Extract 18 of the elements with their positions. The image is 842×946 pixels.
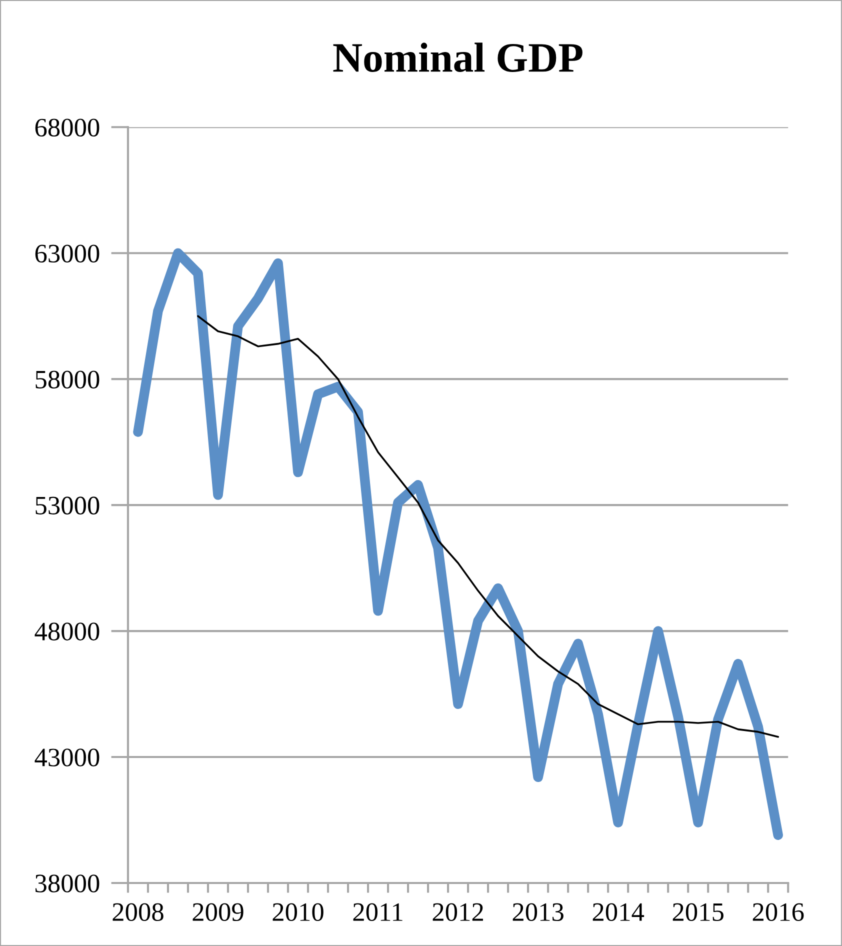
- chart-title: Nominal GDP: [333, 42, 582, 72]
- x-tick-label: 2011: [353, 903, 402, 922]
- x-tick-label: 2012: [432, 903, 483, 922]
- y-tick-label: 58000: [36, 370, 100, 389]
- x-tick-label: 2010: [272, 903, 324, 922]
- line-series: [197, 315, 780, 738]
- x-tick-label: 2013: [512, 903, 564, 922]
- x-tick-label: 2008: [112, 903, 164, 922]
- y-tick-label: 53000: [36, 496, 100, 514]
- y-tick-label: 68000: [35, 118, 100, 137]
- x-tick-label: 2009: [192, 903, 244, 922]
- y-tick-label: 63000: [35, 244, 100, 263]
- x-tick-label: 2016: [752, 903, 804, 922]
- x-tick-label: 2015: [672, 903, 724, 922]
- y-tick-label: 38000: [35, 874, 100, 892]
- y-tick-label: 48000: [34, 622, 100, 640]
- y-tick-label: 43000: [34, 748, 100, 766]
- x-tick-label: 2014: [592, 903, 644, 922]
